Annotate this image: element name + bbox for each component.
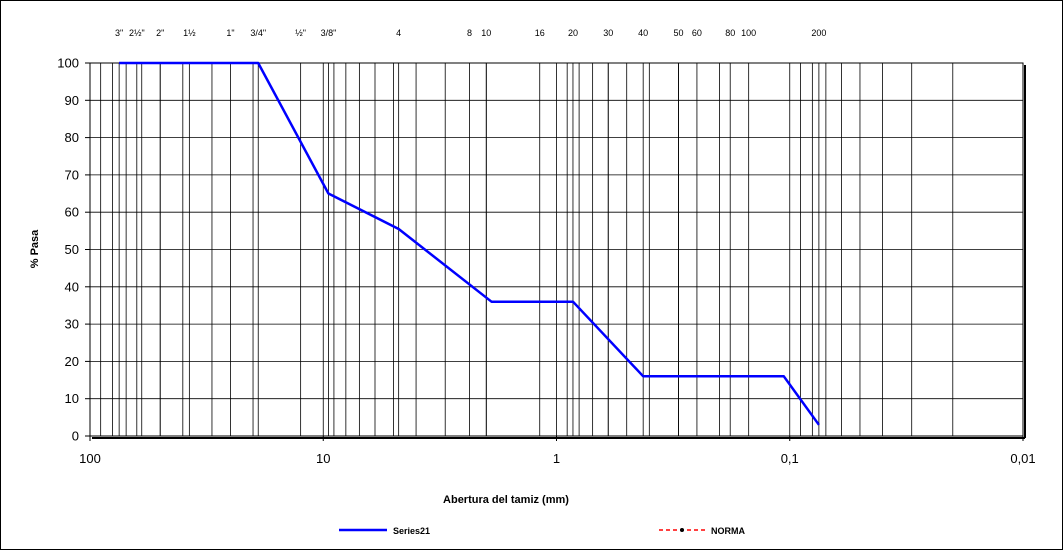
y-tick-label: 70: [65, 167, 79, 182]
grid-layer: [90, 62, 1023, 436]
y-tick-label: 60: [65, 205, 79, 220]
legend-label-norma: NORMA: [711, 526, 745, 536]
sieve-label: 1½: [183, 28, 196, 38]
sieve-label: 3/4": [250, 28, 266, 38]
sieve-label: 30: [603, 28, 613, 38]
sieve-label: ½": [295, 28, 306, 38]
legend-label-series21: Series21: [393, 526, 430, 536]
legend: Series21 NORMA: [339, 526, 745, 536]
y-tick-label: 100: [57, 56, 79, 71]
sieve-label: 16: [535, 28, 545, 38]
series-layer: [119, 61, 820, 426]
legend-item-series21: Series21: [339, 526, 430, 536]
sieve-label: 2½": [129, 28, 145, 38]
y-tick-label: 80: [65, 130, 79, 145]
sieve-label: 2": [156, 28, 164, 38]
sieve-labels: 3" 2½" 2" 1½ 1" 3/4" ½" 3/8" 4 8 10 16 20 30 40 50 60 80 1…: [115, 28, 826, 38]
sieve-label: 10: [481, 28, 491, 38]
x-tick-label: 0,1: [781, 451, 799, 466]
x-tick-label: 10: [316, 451, 330, 466]
sieve-label: 20: [568, 28, 578, 38]
y-tick-label: 50: [65, 242, 79, 257]
x-tick-label: 1: [553, 451, 560, 466]
x-tick-label: 0,01: [1010, 451, 1035, 466]
sieve-label: 3": [115, 28, 123, 38]
sieve-label: 100: [741, 28, 756, 38]
sieve-label: 4: [396, 28, 401, 38]
sieve-label: 1": [226, 28, 234, 38]
y-tick-label: 30: [65, 317, 79, 332]
sieve-label: 8: [467, 28, 472, 38]
y-tick-label: 90: [65, 93, 79, 108]
sieve-label: 80: [725, 28, 735, 38]
y-tick-label: 20: [65, 354, 79, 369]
sieve-label: 200: [811, 28, 826, 38]
y-axis-title: % Pasa: [29, 229, 41, 268]
legend-item-norma: NORMA: [659, 526, 745, 536]
y-tick-label: 10: [65, 391, 79, 406]
sieve-label: 50: [673, 28, 683, 38]
sieve-label: 40: [638, 28, 648, 38]
sieve-label: 60: [692, 28, 702, 38]
y-tick-label: 40: [65, 279, 79, 294]
legend-marker-norma: [680, 528, 684, 532]
x-tick-label: 100: [79, 451, 101, 466]
y-tick-label: 0: [72, 429, 79, 444]
series-line-series21: [119, 61, 820, 426]
sieve-label: 3/8": [321, 28, 337, 38]
axis-layer: 0 10 20 30 40 50 60 70 80 90 100 100 10 1 0,1 0,01: [57, 56, 1035, 467]
x-axis-title: Abertura del tamiz (mm): [443, 494, 569, 506]
